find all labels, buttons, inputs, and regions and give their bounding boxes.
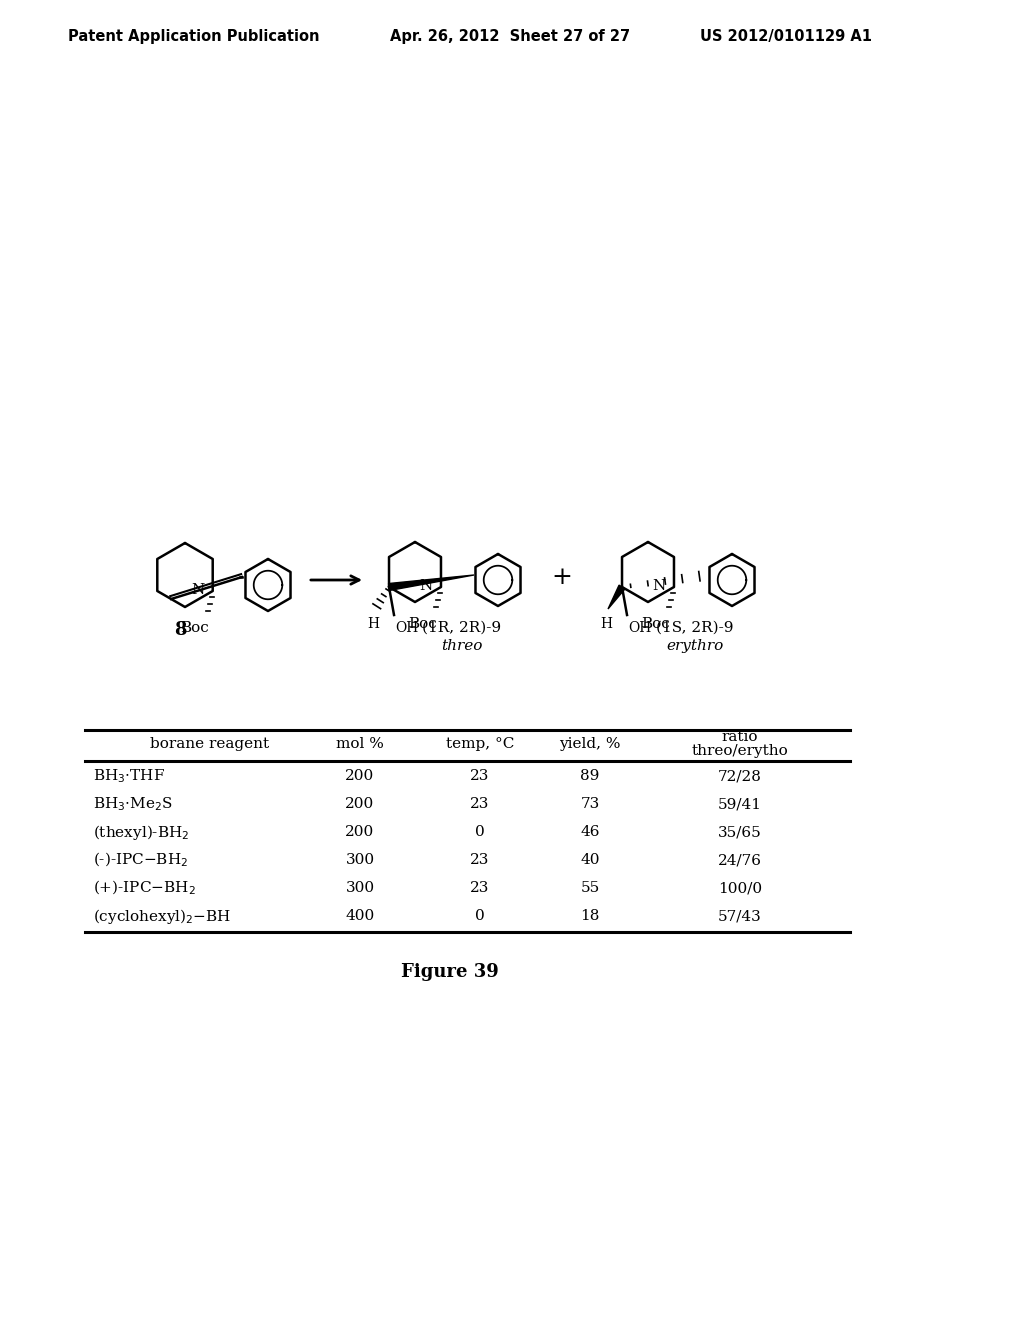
Text: 35/65: 35/65 [718,825,762,840]
Text: (1R, 2R)-9: (1R, 2R)-9 [422,620,501,635]
Text: 23: 23 [470,797,489,812]
Text: OH: OH [395,620,418,635]
Text: 24/76: 24/76 [718,853,762,867]
Text: OH: OH [628,620,651,635]
Text: yield, %: yield, % [559,737,621,751]
Text: threo/erytho: threo/erytho [691,744,788,758]
Text: ratio: ratio [722,730,758,744]
Text: 23: 23 [470,882,489,895]
Text: Boc: Boc [409,616,437,631]
Text: 100/0: 100/0 [718,882,762,895]
Polygon shape [388,576,474,590]
Text: 0: 0 [475,825,485,840]
Polygon shape [608,585,625,609]
Text: 46: 46 [581,825,600,840]
Text: N: N [420,579,433,593]
Text: N: N [191,583,205,597]
Text: 72/28: 72/28 [718,770,762,783]
Text: 59/41: 59/41 [718,797,762,812]
Text: 200: 200 [345,797,375,812]
Text: 400: 400 [345,909,375,923]
Text: Figure 39: Figure 39 [401,962,499,981]
Text: 18: 18 [581,909,600,923]
Text: 23: 23 [470,853,489,867]
Text: 55: 55 [581,882,600,895]
Text: H: H [600,616,612,631]
Text: (-)-IPC$-$BH$_2$: (-)-IPC$-$BH$_2$ [93,851,188,870]
Text: BH$_3$$\cdot$THF: BH$_3$$\cdot$THF [93,767,165,785]
Text: borane reagent: borane reagent [151,737,269,751]
Text: (thexyl)-BH$_2$: (thexyl)-BH$_2$ [93,822,189,842]
Text: 300: 300 [345,882,375,895]
Text: Boc: Boc [642,616,671,631]
Text: Patent Application Publication: Patent Application Publication [68,29,319,45]
Text: threo: threo [440,639,482,653]
Text: 89: 89 [581,770,600,783]
Text: H: H [367,616,379,631]
Text: 40: 40 [581,853,600,867]
Text: (+)-IPC$-$BH$_2$: (+)-IPC$-$BH$_2$ [93,879,196,898]
Text: US 2012/0101129 A1: US 2012/0101129 A1 [700,29,872,45]
Text: N: N [652,579,666,593]
Text: 0: 0 [475,909,485,923]
Text: (cyclohexyl)$_2$$-$BH: (cyclohexyl)$_2$$-$BH [93,907,231,925]
Text: Apr. 26, 2012  Sheet 27 of 27: Apr. 26, 2012 Sheet 27 of 27 [390,29,630,45]
Text: 200: 200 [345,770,375,783]
Text: mol %: mol % [336,737,384,751]
Text: 200: 200 [345,825,375,840]
Text: 23: 23 [470,770,489,783]
Text: 57/43: 57/43 [718,909,762,923]
Text: (1S, 2R)-9: (1S, 2R)-9 [656,620,734,635]
Text: +: + [552,566,572,590]
Text: Boc: Boc [180,620,209,635]
Text: 300: 300 [345,853,375,867]
Text: BH$_3$$\cdot$Me$_2$S: BH$_3$$\cdot$Me$_2$S [93,796,173,813]
Text: 8: 8 [174,620,186,639]
Text: 73: 73 [581,797,600,812]
Text: temp, °C: temp, °C [445,737,514,751]
Text: erythro: erythro [667,639,724,653]
